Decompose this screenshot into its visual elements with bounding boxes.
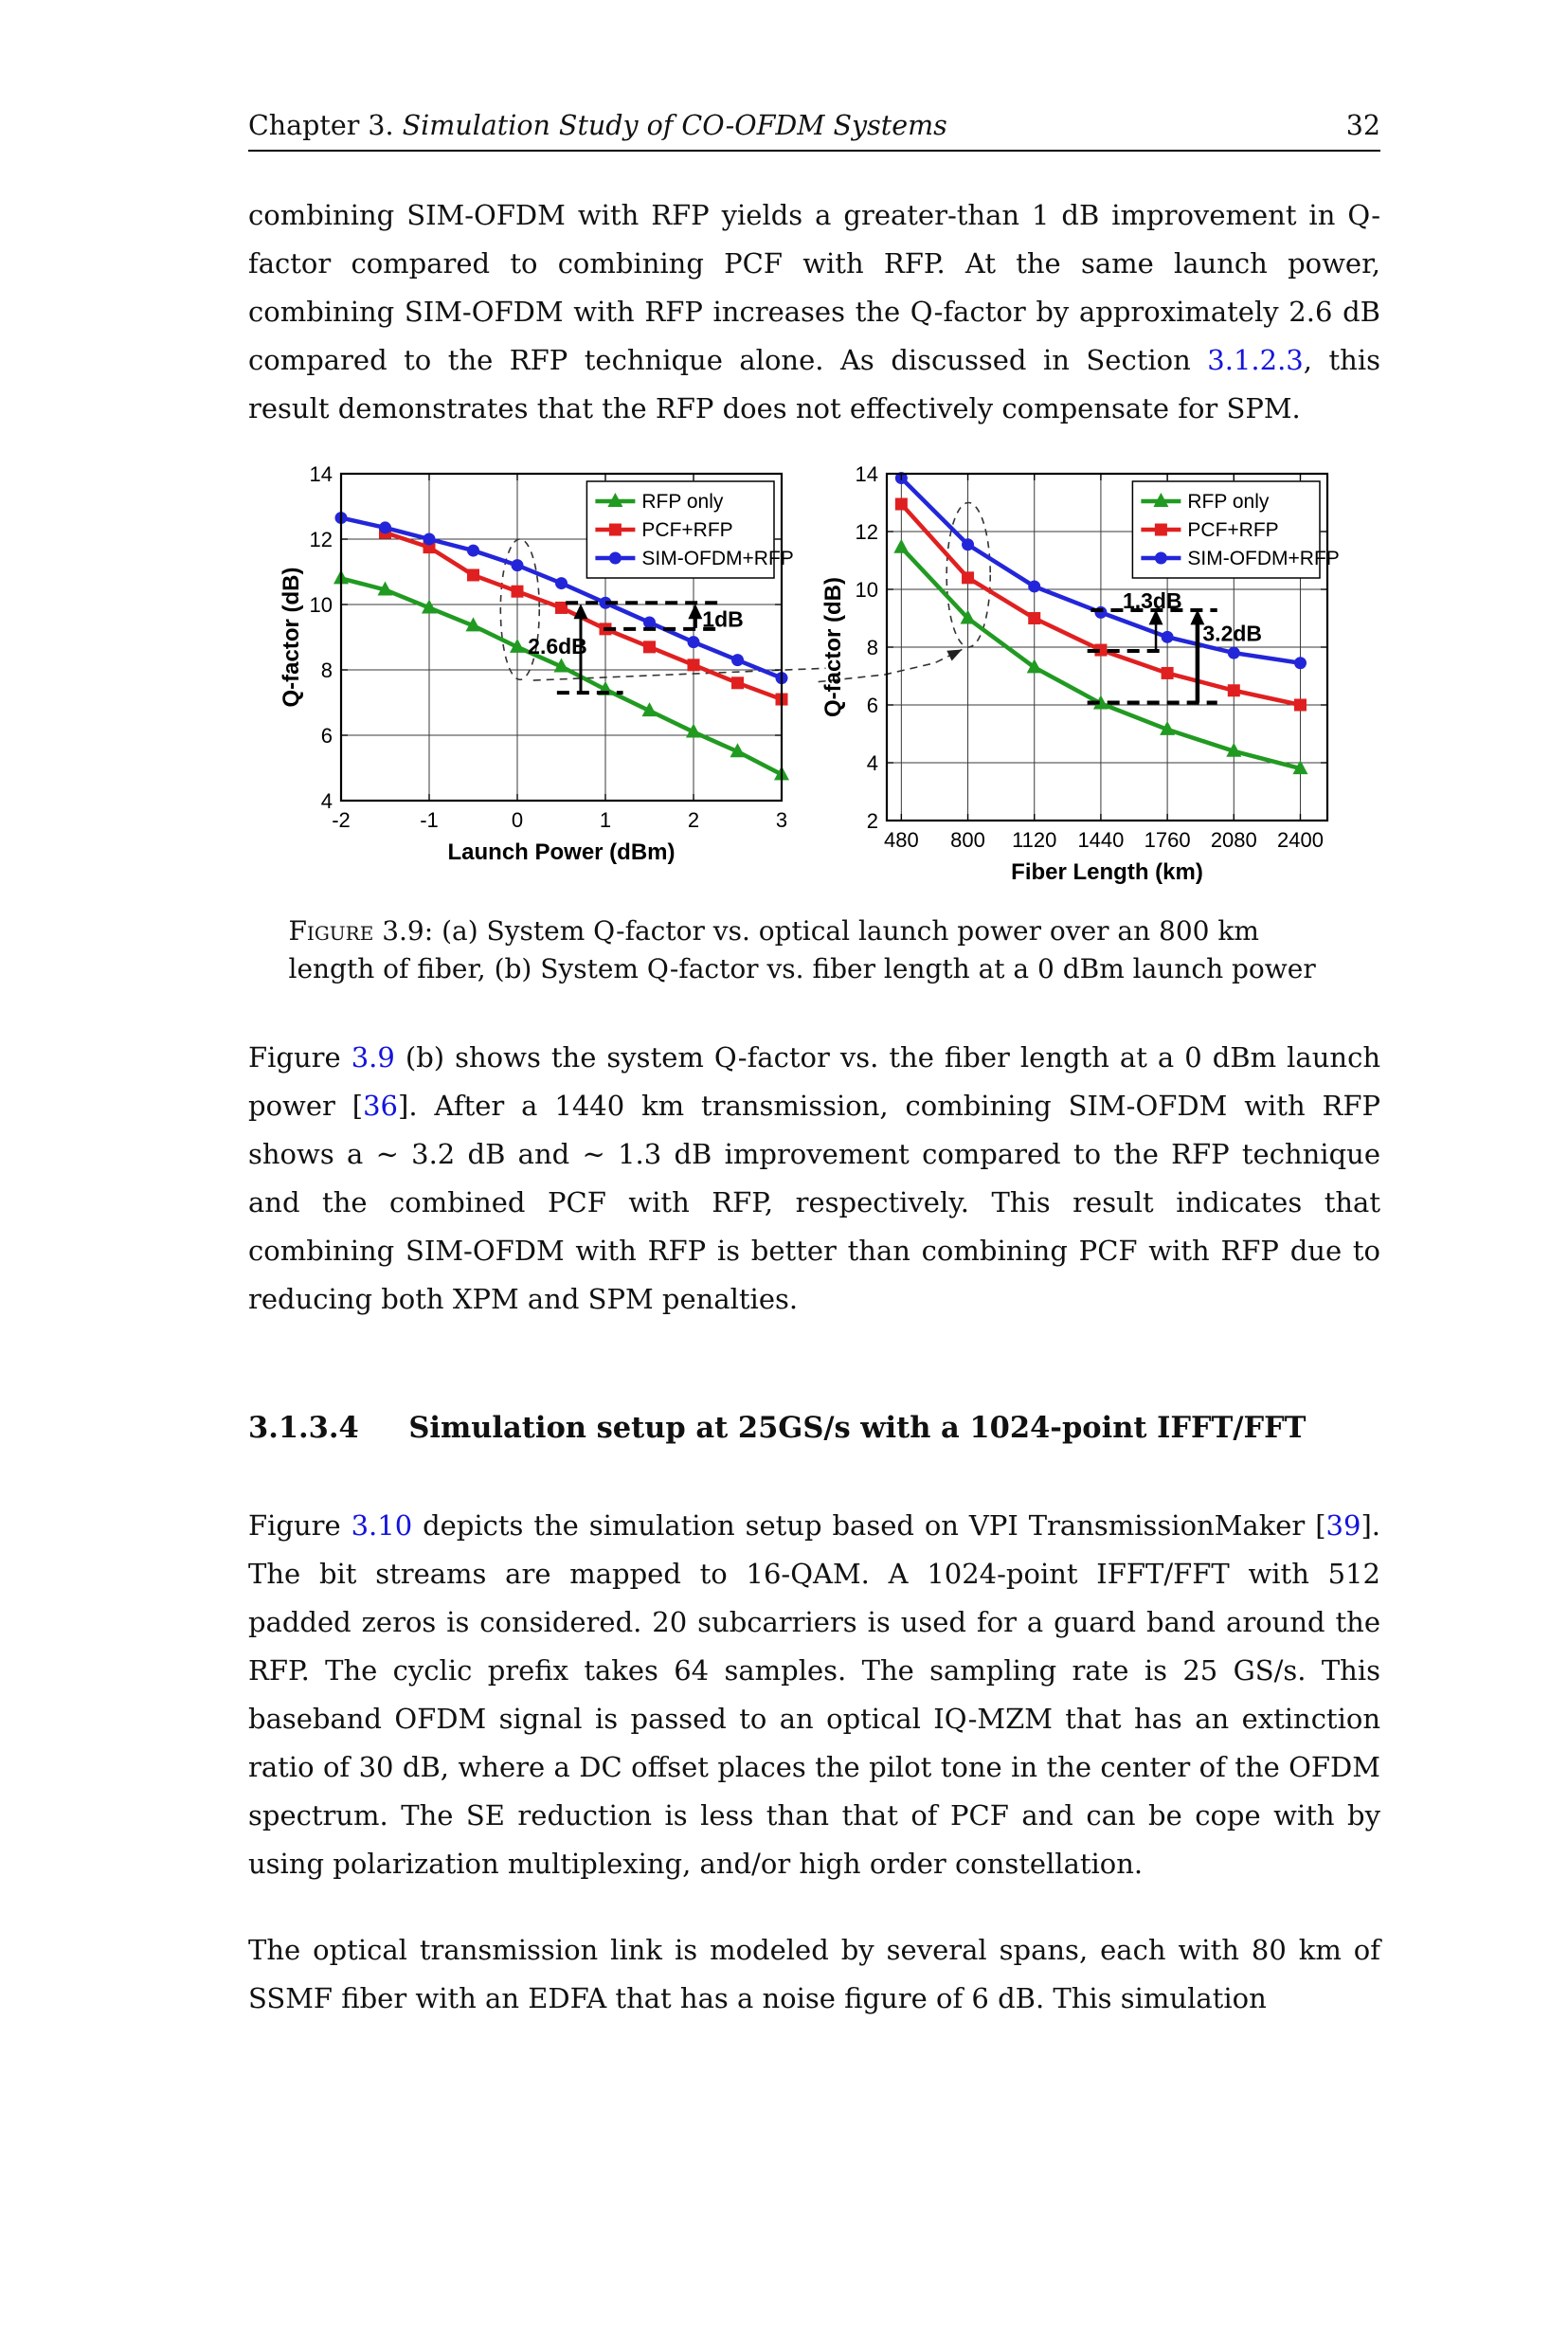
svg-text:1440: 1440 xyxy=(1077,828,1124,852)
svg-text:2400: 2400 xyxy=(1277,828,1324,852)
svg-text:RFP only: RFP only xyxy=(641,491,723,513)
figure-caption: Figure 3.9: (a) System Q-factor vs. opti… xyxy=(289,912,1341,988)
svg-text:2: 2 xyxy=(866,809,877,833)
svg-text:SIM-OFDM+RFP: SIM-OFDM+RFP xyxy=(641,548,793,569)
caption-label: Figure 3.9: xyxy=(288,915,442,947)
section-number: 3.1.3.4 xyxy=(248,1411,359,1445)
svg-text:Q-factor (dB): Q-factor (dB) xyxy=(820,577,846,717)
svg-text:10: 10 xyxy=(855,578,877,602)
svg-text:3: 3 xyxy=(775,808,786,832)
svg-text:3.2dB: 3.2dB xyxy=(1202,621,1262,645)
text-run: Figure xyxy=(248,1041,351,1074)
chapter-label: Chapter 3. xyxy=(248,110,394,141)
text-run: ]. The bit streams are mapped to 16-QAM.… xyxy=(248,1509,1380,1880)
svg-text:8: 8 xyxy=(320,659,332,682)
text-run: depicts the simulation setup based on VP… xyxy=(412,1509,1326,1542)
svg-text:PCF+RFP: PCF+RFP xyxy=(1187,519,1278,541)
svg-text:1760: 1760 xyxy=(1144,828,1190,852)
page-content: Chapter 3. Simulation Study of CO-OFDM S… xyxy=(0,110,1568,2023)
text-run: (b) shows the system Q-factor vs. the fi… xyxy=(248,1041,1380,1122)
svg-text:Launch Power (dBm): Launch Power (dBm) xyxy=(447,839,675,865)
text-run: , this result demonstrates that the RFP … xyxy=(248,344,1380,424)
svg-text:6: 6 xyxy=(320,724,332,748)
svg-text:10: 10 xyxy=(309,593,332,617)
svg-text:RFP only: RFP only xyxy=(1187,491,1269,513)
paragraph-3: Figure 3.10 depicts the simulation setup… xyxy=(248,1502,1380,1888)
paragraph-1: combining SIM-OFDM with RFP yields a gre… xyxy=(248,191,1380,433)
svg-text:14: 14 xyxy=(855,462,877,486)
svg-text:14: 14 xyxy=(309,462,332,486)
svg-text:Fiber Length (km): Fiber Length (km) xyxy=(1011,859,1203,885)
svg-text:2080: 2080 xyxy=(1210,828,1256,852)
svg-text:2: 2 xyxy=(687,808,698,832)
svg-text:1: 1 xyxy=(599,808,610,832)
svg-text:6: 6 xyxy=(866,694,877,717)
svg-text:8: 8 xyxy=(866,636,877,659)
paragraph-4: The optical transmission link is modeled… xyxy=(248,1926,1380,2023)
section-heading: 3.1.3.4 Simulation setup at 25GS/s with … xyxy=(248,1411,1380,1445)
text-run: Figure xyxy=(248,1509,351,1542)
svg-text:Q-factor (dB): Q-factor (dB) xyxy=(279,568,304,708)
svg-text:2.6dB: 2.6dB xyxy=(528,634,587,659)
text-run: combining SIM-OFDM with RFP yields a gre… xyxy=(248,199,1380,376)
svg-text:-1: -1 xyxy=(420,808,439,832)
svg-text:4: 4 xyxy=(866,751,877,775)
ref-link[interactable]: 3.10 xyxy=(351,1509,413,1542)
header-rule xyxy=(248,150,1380,152)
svg-text:-2: -2 xyxy=(332,808,351,832)
svg-text:12: 12 xyxy=(855,520,877,544)
text-run: The optical transmission link is modeled… xyxy=(248,1934,1380,2014)
page-number: 32 xyxy=(1345,110,1380,141)
page: { "header": { "chapter_label": "Chapter … xyxy=(0,110,1568,2328)
svg-text:1dB: 1dB xyxy=(702,607,743,632)
chapter-title: Simulation Study of CO-OFDM Systems xyxy=(402,110,947,141)
paragraph-2: Figure 3.9 (b) shows the system Q-factor… xyxy=(248,1034,1380,1324)
section-title: Simulation setup at 25GS/s with a 1024-p… xyxy=(408,1411,1307,1445)
svg-text:12: 12 xyxy=(309,528,332,551)
svg-text:SIM-OFDM+RFP: SIM-OFDM+RFP xyxy=(1187,548,1339,569)
chart-qfactor-vs-fiber-length: 480 800 1120 1440 1760 2080 2400 2 4 6 8 10 12 14 Fibe… xyxy=(818,462,1339,885)
ref-link[interactable]: 39 xyxy=(1325,1509,1361,1542)
figure-3-9: -2 -1 0 1 2 3 4 6 8 10 12 14 Launch Power (dBm) Q-fac… xyxy=(248,461,1380,895)
text-run: ]. After a 1440 km transmission, combini… xyxy=(248,1090,1381,1315)
chapter-header: Chapter 3. Simulation Study of CO-OFDM S… xyxy=(248,110,947,141)
svg-text:1120: 1120 xyxy=(1012,828,1056,852)
text-run: (a) System Q-factor vs. optical launch p… xyxy=(288,915,1316,984)
ref-link[interactable]: 3.1.2.3 xyxy=(1207,344,1304,376)
svg-text:480: 480 xyxy=(883,828,918,852)
ref-link[interactable]: 3.9 xyxy=(351,1041,395,1074)
ref-link[interactable]: 36 xyxy=(363,1090,398,1122)
svg-text:800: 800 xyxy=(950,828,985,852)
running-header: Chapter 3. Simulation Study of CO-OFDM S… xyxy=(248,110,1380,141)
svg-text:0: 0 xyxy=(511,808,522,832)
svg-text:1.3dB: 1.3dB xyxy=(1122,588,1181,613)
svg-text:4: 4 xyxy=(320,789,332,813)
svg-text:PCF+RFP: PCF+RFP xyxy=(641,519,732,541)
